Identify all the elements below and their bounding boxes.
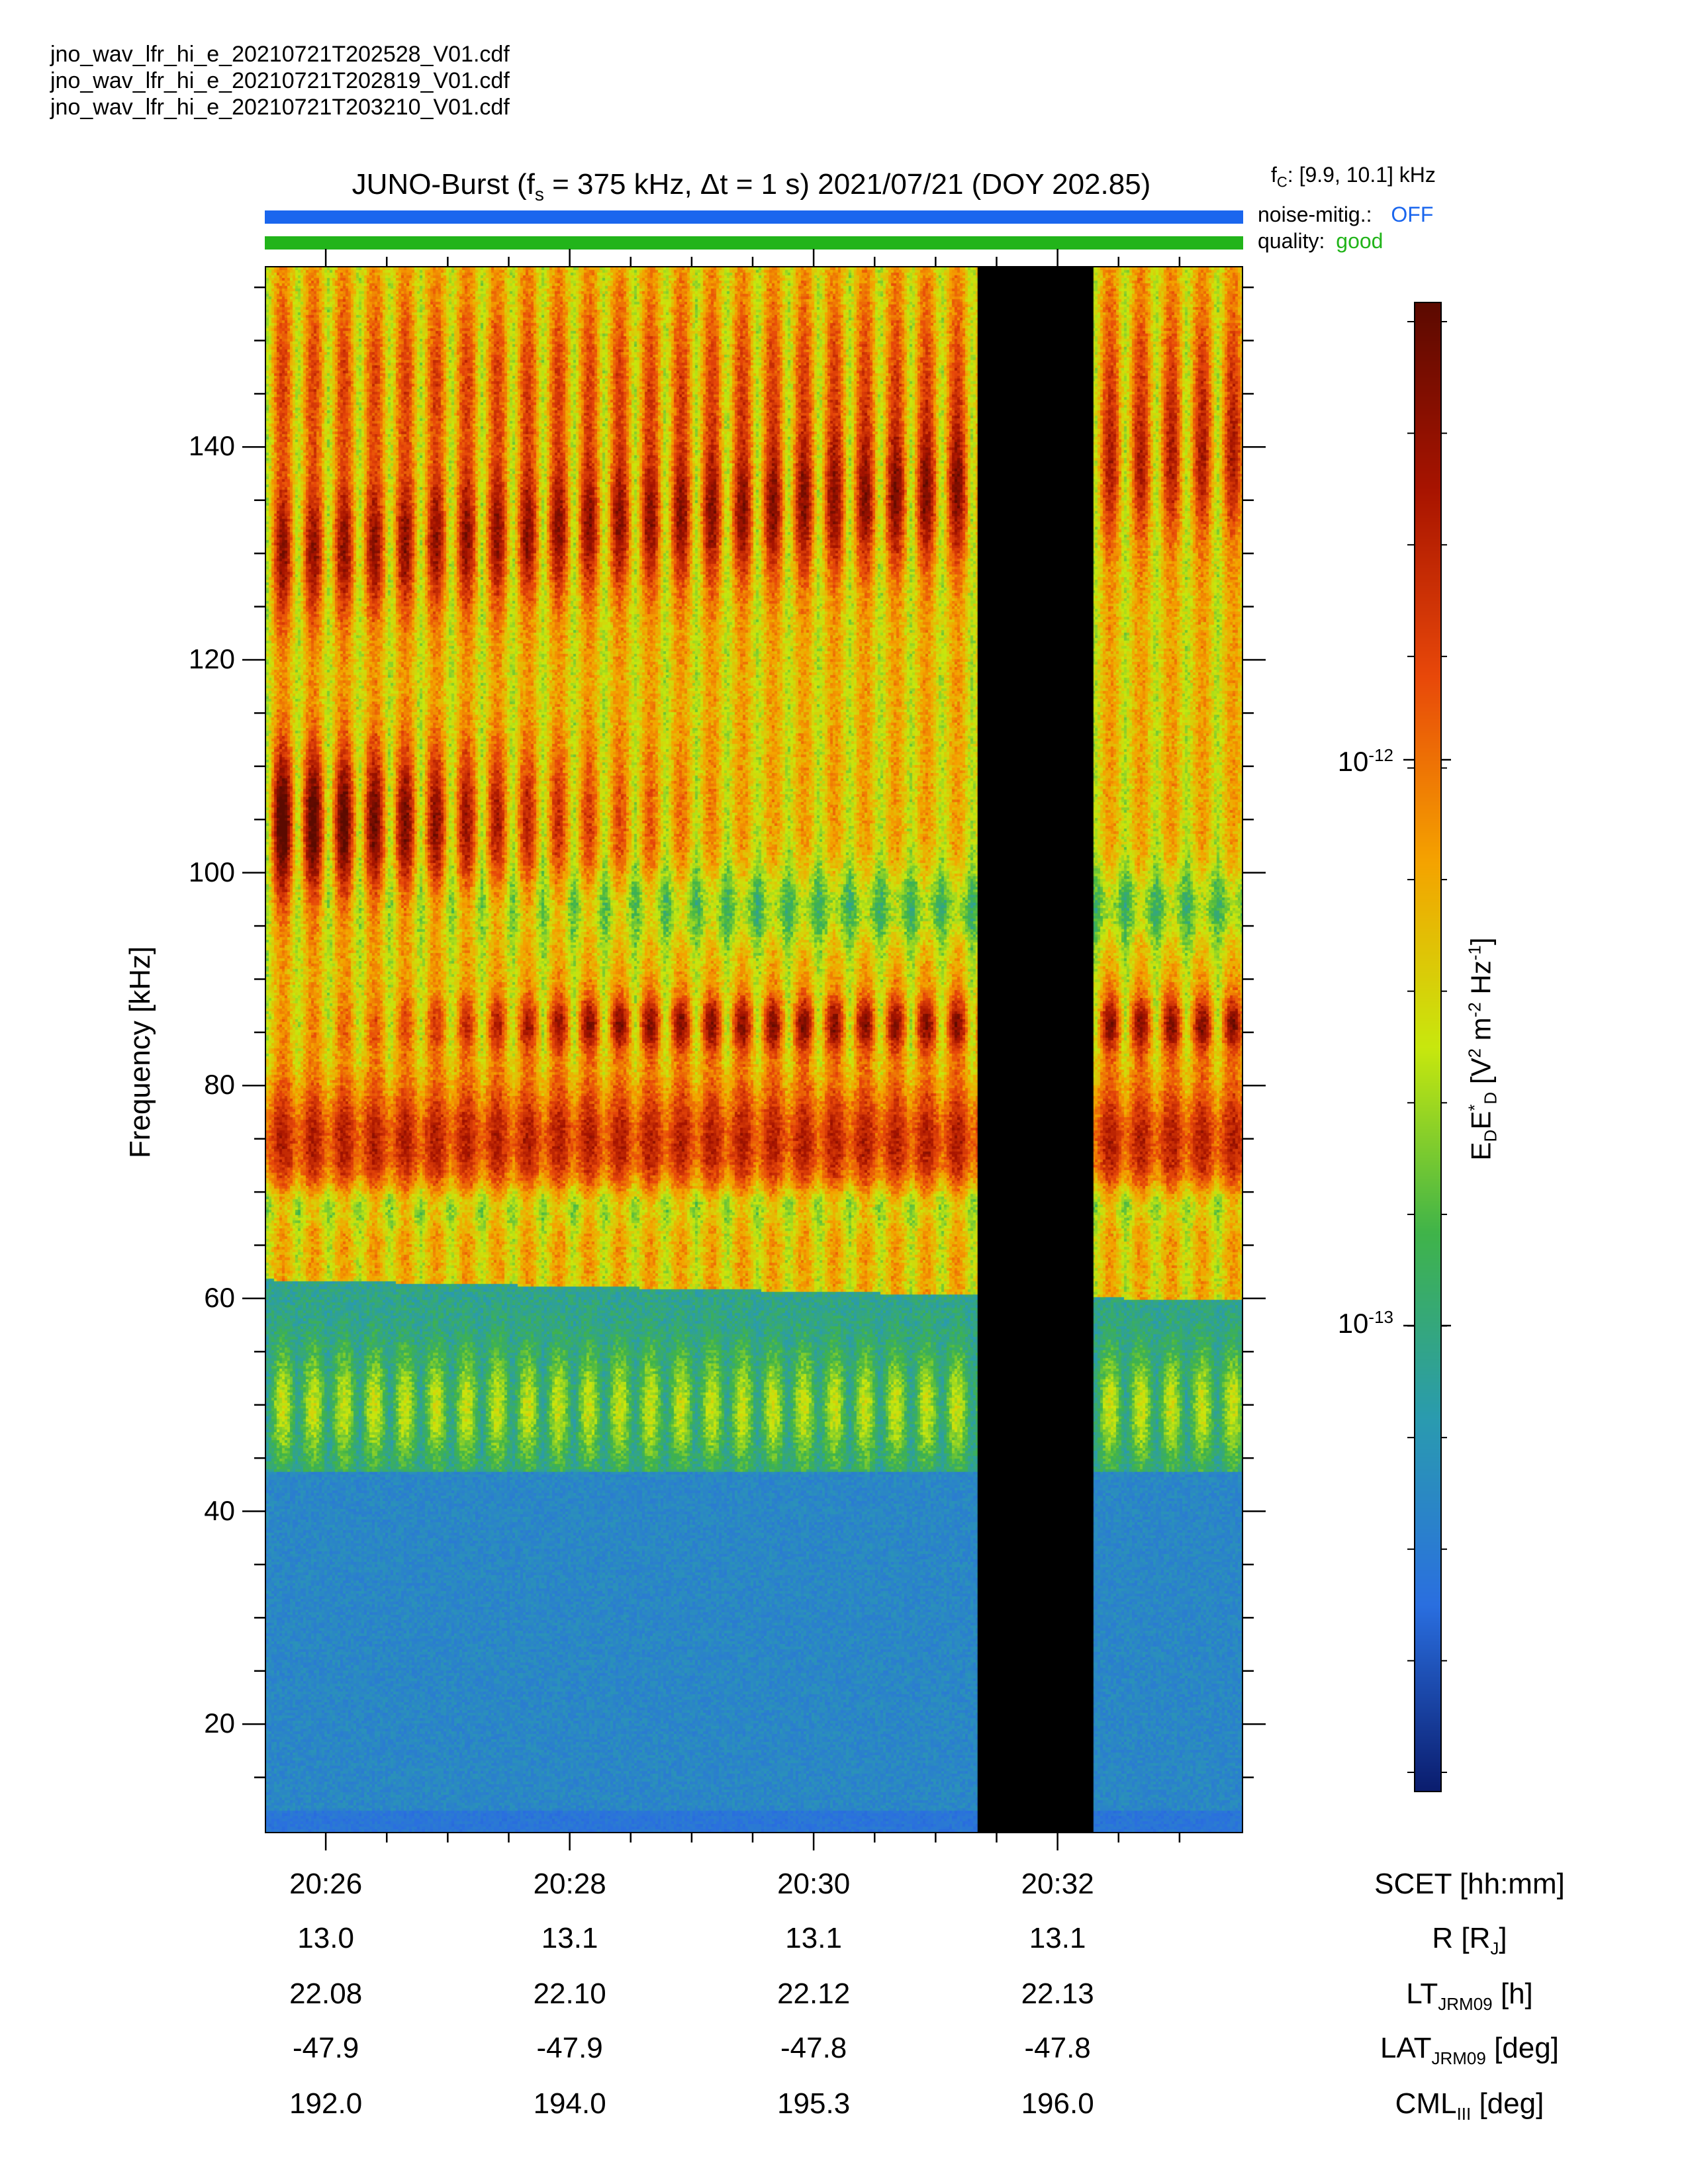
y-tick-label: 100 bbox=[188, 856, 235, 887]
noise-mitigation-bar bbox=[265, 210, 1243, 224]
lat-value: -47.9 bbox=[292, 2032, 359, 2064]
r-value: 13.1 bbox=[541, 1922, 598, 1954]
colorbar-title: EDE*D [V2 m-2 Hz-1] bbox=[1464, 937, 1501, 1161]
lat-value: -47.9 bbox=[536, 2032, 603, 2064]
lt-value: 22.13 bbox=[1021, 1978, 1094, 2010]
file-name-1: jno_wav_lfr_hi_e_20210721T202528_V01.cdf bbox=[50, 42, 510, 67]
r-value: 13.1 bbox=[785, 1922, 842, 1954]
lt-value: 22.12 bbox=[777, 1978, 851, 2010]
cml-value: 196.0 bbox=[1021, 2087, 1094, 2120]
chart-title: JUNO-Burst (fs = 375 kHz, Δt = 1 s) 2021… bbox=[352, 168, 1151, 205]
row-name-lt: LTJRM09 [h] bbox=[1406, 1978, 1533, 2014]
quality-label: quality: good bbox=[1258, 229, 1383, 253]
file-name-2: jno_wav_lfr_hi_e_20210721T202819_V01.cdf bbox=[50, 68, 510, 93]
file-name-3: jno_wav_lfr_hi_e_20210721T203210_V01.cdf bbox=[50, 95, 510, 120]
x-tick-label: 20:30 bbox=[777, 1868, 851, 1900]
noise-mitigation-value: OFF bbox=[1391, 203, 1434, 226]
x-tick-label: 20:32 bbox=[1021, 1868, 1094, 1900]
r-value: 13.1 bbox=[1029, 1922, 1086, 1954]
noise-mitigation-label: noise-mitig.: OFF bbox=[1258, 203, 1434, 226]
y-tick-label: 40 bbox=[204, 1494, 235, 1526]
y-tick-label: 20 bbox=[204, 1707, 235, 1739]
colorbar bbox=[1414, 302, 1442, 1792]
lat-value: -47.8 bbox=[780, 2032, 847, 2064]
colorbar-tick-label-1e-12: 10-12 bbox=[1337, 745, 1393, 777]
y-tick-label: 60 bbox=[204, 1281, 235, 1313]
x-axis-label: SCET [hh:mm] bbox=[1374, 1868, 1565, 1900]
center-frequency-label: fC: [9.9, 10.1] kHz bbox=[1271, 163, 1436, 191]
lt-value: 22.08 bbox=[289, 1978, 363, 2010]
row-name-lat: LATJRM09 [deg] bbox=[1380, 2032, 1559, 2068]
lt-value: 22.10 bbox=[533, 1978, 606, 2010]
cml-value: 195.3 bbox=[777, 2087, 851, 2120]
x-tick-label: 20:28 bbox=[533, 1868, 606, 1900]
y-tick-label: 140 bbox=[188, 430, 235, 462]
row-name-cml: CMLIII [deg] bbox=[1395, 2087, 1544, 2124]
y-tick-label: 80 bbox=[204, 1069, 235, 1101]
y-tick-label: 120 bbox=[188, 643, 235, 675]
row-name-r: R [RJ] bbox=[1432, 1922, 1507, 1958]
spectrogram-heatmap bbox=[265, 266, 1243, 1833]
colorbar-tick-label-1e-13: 10-13 bbox=[1337, 1307, 1393, 1339]
y-axis-label: Frequency [kHz] bbox=[124, 946, 156, 1159]
cml-value: 194.0 bbox=[533, 2087, 606, 2120]
quality-value: good bbox=[1336, 229, 1383, 253]
r-value: 13.0 bbox=[297, 1922, 354, 1954]
lat-value: -47.8 bbox=[1024, 2032, 1091, 2064]
cml-value: 192.0 bbox=[289, 2087, 363, 2120]
quality-bar bbox=[265, 236, 1243, 250]
x-tick-label: 20:26 bbox=[289, 1868, 363, 1900]
